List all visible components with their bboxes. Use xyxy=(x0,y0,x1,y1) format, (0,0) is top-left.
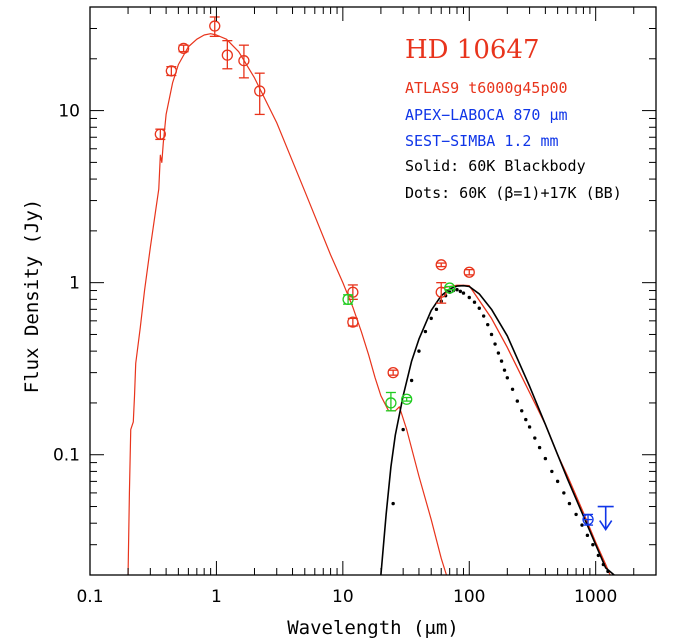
chart-title: HD 10647 xyxy=(405,35,540,65)
model-dot xyxy=(489,332,494,337)
legend-entry-solid-blackbody: Solid: 60K Blackbody xyxy=(405,157,586,175)
photometry-point xyxy=(221,39,233,70)
photometry-point xyxy=(177,42,190,55)
x-tick-label: 1000 xyxy=(574,587,617,607)
model-dot xyxy=(520,409,524,413)
data-point xyxy=(154,128,166,140)
data-point xyxy=(221,49,233,61)
model-dot xyxy=(477,306,481,310)
y-tick-label: 1 xyxy=(69,274,80,294)
model-dot xyxy=(467,295,471,300)
model-dot xyxy=(409,378,414,383)
model-dot xyxy=(585,533,590,538)
data-point xyxy=(387,366,399,379)
data-point xyxy=(165,65,177,77)
data-point xyxy=(209,20,221,32)
data-point xyxy=(444,282,456,294)
ir-photometry-point xyxy=(401,393,413,405)
photometry-point xyxy=(254,72,266,116)
series-layer xyxy=(127,16,615,575)
model-dot xyxy=(533,436,537,440)
data-point xyxy=(177,42,190,55)
ir-photometry-point xyxy=(342,293,354,305)
model-dot xyxy=(527,425,532,429)
model-dot xyxy=(486,322,490,327)
photometry-point xyxy=(435,259,447,271)
legend-entry-simba: SEST−SIMBA 1.2 mm xyxy=(405,132,559,150)
model-dot xyxy=(493,342,497,346)
model-dot xyxy=(455,288,459,292)
data-point xyxy=(401,393,413,405)
model-dot xyxy=(481,314,486,318)
model-dot xyxy=(567,501,572,506)
photometry-point xyxy=(209,16,221,38)
model-dot xyxy=(515,399,520,403)
data-point xyxy=(254,85,266,97)
ir-photometry-point xyxy=(444,282,456,294)
model-dot xyxy=(391,501,395,506)
model-dot xyxy=(472,300,477,304)
axes-layer: 0.1 1 10 100 1000 0.1 1 10 xyxy=(53,6,657,607)
model-dot xyxy=(591,543,595,547)
photometry-point xyxy=(387,366,399,379)
legend-entry-dots-model: Dots: 60K (β=1)+17K (BB) xyxy=(405,184,622,202)
blackbody-60k-line xyxy=(380,284,615,575)
data-point xyxy=(435,259,447,271)
laboca-point xyxy=(582,513,594,526)
model-dot xyxy=(429,316,433,321)
x-tick-label: 0.1 xyxy=(76,587,103,607)
data-point xyxy=(385,397,397,409)
x-axis-label: Wavelength (μm) xyxy=(287,617,459,639)
model-dot xyxy=(417,349,421,353)
x-tick-label: 10 xyxy=(332,587,354,607)
y-axis-label: Flux Density (Jy) xyxy=(21,199,43,393)
model-dot xyxy=(434,307,439,312)
data-point xyxy=(582,513,594,526)
y-tick-label: 0.1 xyxy=(53,446,80,466)
data-point xyxy=(238,55,250,67)
model-dot xyxy=(537,445,542,450)
model-dot xyxy=(499,359,504,363)
model-dot xyxy=(502,368,507,372)
ir-photometry-point xyxy=(385,391,397,412)
x-tick-label: 100 xyxy=(453,587,485,607)
model-dot xyxy=(574,512,578,517)
photometry-point xyxy=(347,316,359,328)
model-dot xyxy=(596,553,601,558)
model-dot xyxy=(601,562,606,567)
limit-arrowhead xyxy=(599,520,613,531)
model-dot xyxy=(562,491,566,495)
model-dot xyxy=(505,376,510,380)
photometry-point xyxy=(154,128,166,141)
data-point xyxy=(347,316,359,328)
upper-limit-arrow xyxy=(597,505,614,531)
model-dot xyxy=(510,387,515,392)
photometry-point xyxy=(165,65,177,77)
model-dot xyxy=(606,569,610,574)
data-point xyxy=(463,266,475,278)
x-tick-label: 1 xyxy=(211,587,222,607)
model-dot xyxy=(461,291,466,295)
model-dot xyxy=(550,469,554,474)
y-tick-label: 10 xyxy=(58,102,80,122)
data-point xyxy=(342,293,354,305)
model-dot xyxy=(496,351,501,355)
photometry-point xyxy=(463,266,475,278)
model-dot xyxy=(555,479,560,484)
model-dot xyxy=(543,456,548,461)
legend-entry-atlas9: ATLAS9 t6000g45p00 xyxy=(405,79,568,97)
legend-entry-laboca: APEX−LABOCA 870 μm xyxy=(405,106,568,124)
photometry-point xyxy=(238,44,250,79)
model-dot xyxy=(580,523,584,527)
model-dot xyxy=(458,289,463,294)
model-dot xyxy=(524,417,528,422)
model-dot xyxy=(423,329,428,334)
model-dot xyxy=(401,427,405,432)
